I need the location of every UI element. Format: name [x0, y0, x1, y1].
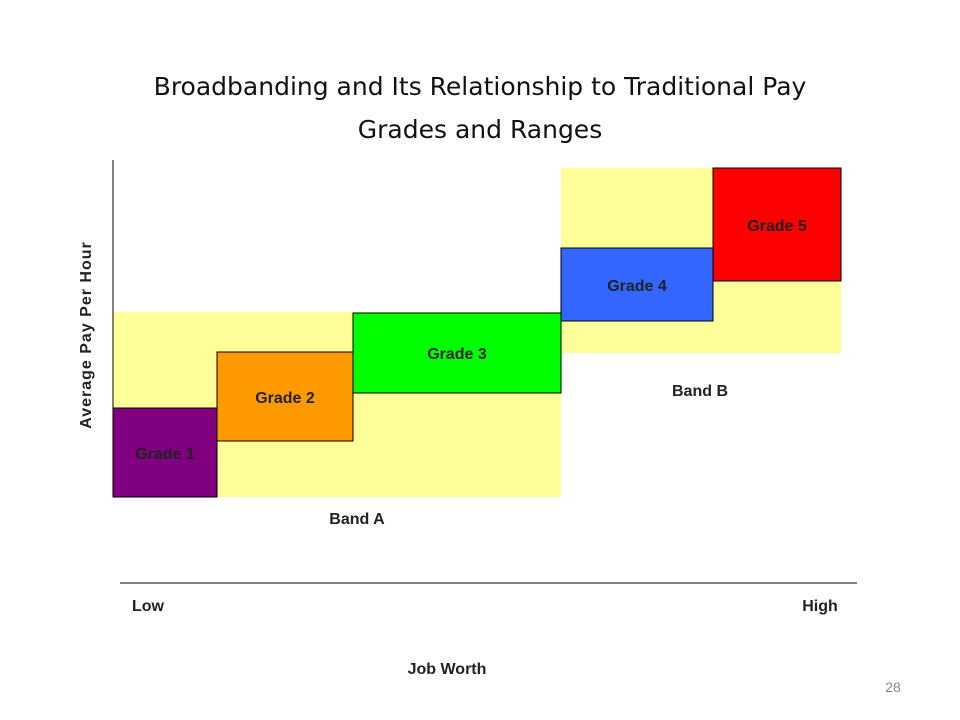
grade-label: Grade 4	[607, 278, 667, 295]
grade-label: Grade 5	[747, 218, 807, 235]
y-axis-label: Average Pay Per Hour	[78, 241, 95, 428]
band-label: Band B	[672, 383, 728, 400]
grade-box	[560, 247, 714, 322]
title-line: Broadbanding and Its Relationship to Tra…	[154, 72, 807, 101]
grade-label: Grade 1	[135, 446, 195, 463]
grade-box	[712, 167, 842, 282]
x-axis-low: Low	[132, 598, 165, 615]
grade-box	[112, 407, 218, 498]
grade-label: Grade 2	[255, 390, 315, 407]
x-axis-label: Job Worth	[408, 661, 487, 678]
band-label: Band A	[329, 511, 385, 528]
title-line: Grades and Ranges	[358, 115, 602, 144]
grade-label: Grade 3	[427, 346, 487, 363]
page-number: 28	[885, 679, 901, 695]
grade-box	[216, 351, 354, 442]
x-axis-high: High	[802, 598, 838, 615]
grade-box	[352, 312, 562, 394]
